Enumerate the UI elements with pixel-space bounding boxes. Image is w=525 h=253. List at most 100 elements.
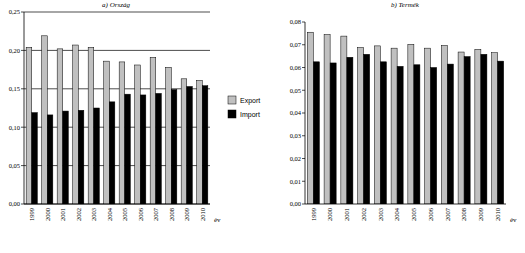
bar — [187, 86, 193, 204]
category-label: 2002 — [75, 208, 82, 221]
category-label: 2006 — [137, 207, 144, 221]
bar — [156, 93, 162, 204]
category-label: 2007 — [444, 207, 451, 221]
tick-mark — [302, 135, 305, 136]
legend-label: Export — [240, 97, 260, 105]
bar — [492, 53, 498, 204]
category-label: 2003 — [90, 208, 97, 221]
tick-mark — [21, 12, 24, 13]
category-label: 2001 — [343, 208, 350, 221]
bar — [358, 47, 364, 204]
tick-label: 0,00 — [290, 200, 301, 207]
bar — [197, 80, 203, 204]
bar — [57, 49, 63, 204]
category-label: 2007 — [152, 207, 159, 221]
x-axis — [305, 204, 506, 205]
bar — [391, 48, 397, 204]
bar — [202, 86, 208, 204]
tick-label: 0,07 — [290, 41, 302, 48]
category-label: 2004 — [393, 207, 400, 221]
legend: Export Import — [228, 96, 260, 119]
category-label: 2001 — [59, 208, 66, 221]
bar — [447, 64, 453, 204]
category-label: 2006 — [427, 207, 434, 221]
bar — [425, 48, 431, 204]
title: b) Termék — [391, 1, 420, 9]
tick-label: 0,00 — [9, 200, 20, 207]
bar — [347, 57, 353, 204]
title: a) Ország — [102, 1, 130, 9]
category-label: 1999 — [28, 208, 35, 221]
tick-mark — [21, 165, 24, 166]
category-label: 2004 — [106, 207, 113, 221]
bar — [431, 68, 437, 205]
category-label: 2010 — [494, 208, 501, 221]
bar — [166, 67, 172, 204]
category-label: 2009 — [477, 208, 484, 221]
bar — [140, 95, 146, 204]
bar — [498, 61, 504, 204]
bar — [150, 57, 156, 204]
bar — [181, 79, 187, 204]
figure: a) Ország0,000,050,100,150,200,251999200… — [0, 0, 525, 253]
bar — [307, 32, 313, 204]
chart: b) Termék0,000,010,020,030,040,050,060,0… — [290, 1, 517, 224]
tick-mark — [21, 127, 24, 128]
tick-label: 0,06 — [290, 64, 302, 71]
tick-mark — [21, 50, 24, 51]
tick-mark — [302, 22, 305, 23]
category-label: 2005 — [410, 208, 417, 221]
bars — [26, 36, 208, 204]
tick-mark — [21, 88, 24, 89]
y-axis — [24, 12, 25, 204]
bar — [341, 36, 347, 204]
bars — [307, 32, 503, 204]
tick-label: 0,10 — [9, 124, 20, 131]
chart: a) Ország0,000,050,100,150,200,251999200… — [9, 1, 221, 224]
bar — [171, 90, 177, 204]
tick-label: 0,08 — [290, 18, 301, 25]
bar — [364, 54, 370, 204]
bar — [380, 62, 386, 204]
grid-line — [24, 50, 210, 51]
bar — [481, 54, 487, 204]
category-label: 2010 — [199, 208, 206, 221]
tick-label: 0,03 — [290, 132, 301, 139]
bar — [464, 57, 470, 204]
bar — [109, 102, 115, 204]
tick-label: 0,05 — [290, 87, 301, 94]
bar — [104, 61, 110, 204]
grid-line — [24, 204, 210, 205]
category-label: 2002 — [360, 208, 367, 221]
tick-mark — [302, 44, 305, 45]
legend-swatch — [228, 110, 236, 118]
tick-mark — [302, 158, 305, 159]
legend-label: Import — [240, 111, 260, 119]
bar — [88, 47, 94, 204]
tick-mark — [302, 67, 305, 68]
tick-label: 0,02 — [290, 155, 301, 162]
y-axis — [305, 22, 306, 204]
bar — [408, 44, 414, 204]
bar — [475, 49, 481, 204]
bar — [135, 65, 141, 204]
bar — [26, 47, 32, 204]
tick-label: 0,04 — [290, 109, 302, 116]
axis-label: év — [510, 216, 517, 224]
tick-label: 0,25 — [9, 8, 20, 15]
axis-label: év — [214, 216, 221, 224]
tick-label: 0,20 — [9, 47, 20, 54]
tick-mark — [302, 113, 305, 114]
bar — [397, 66, 403, 204]
tick-mark — [302, 204, 305, 205]
grid-line — [24, 12, 210, 13]
category-label: 2000 — [44, 208, 51, 221]
legend-swatch — [228, 96, 236, 104]
bar — [73, 45, 79, 204]
bar — [125, 94, 131, 204]
bar — [414, 65, 420, 204]
x-axis — [24, 204, 210, 205]
bar — [47, 115, 53, 204]
bar — [42, 36, 48, 204]
bar — [78, 110, 84, 204]
